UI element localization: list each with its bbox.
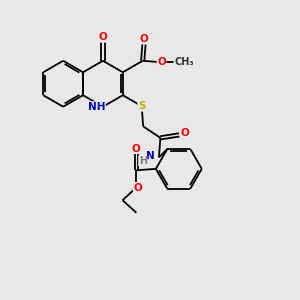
Text: O: O [157, 57, 166, 67]
Text: O: O [98, 32, 107, 42]
Text: S: S [138, 101, 146, 111]
Text: O: O [140, 34, 148, 44]
Text: N: N [146, 151, 154, 161]
Text: CH₃: CH₃ [174, 57, 194, 67]
Text: O: O [132, 143, 141, 154]
Text: O: O [181, 128, 190, 138]
Text: O: O [134, 182, 142, 193]
Text: NH: NH [88, 102, 105, 112]
Text: H: H [139, 156, 147, 166]
